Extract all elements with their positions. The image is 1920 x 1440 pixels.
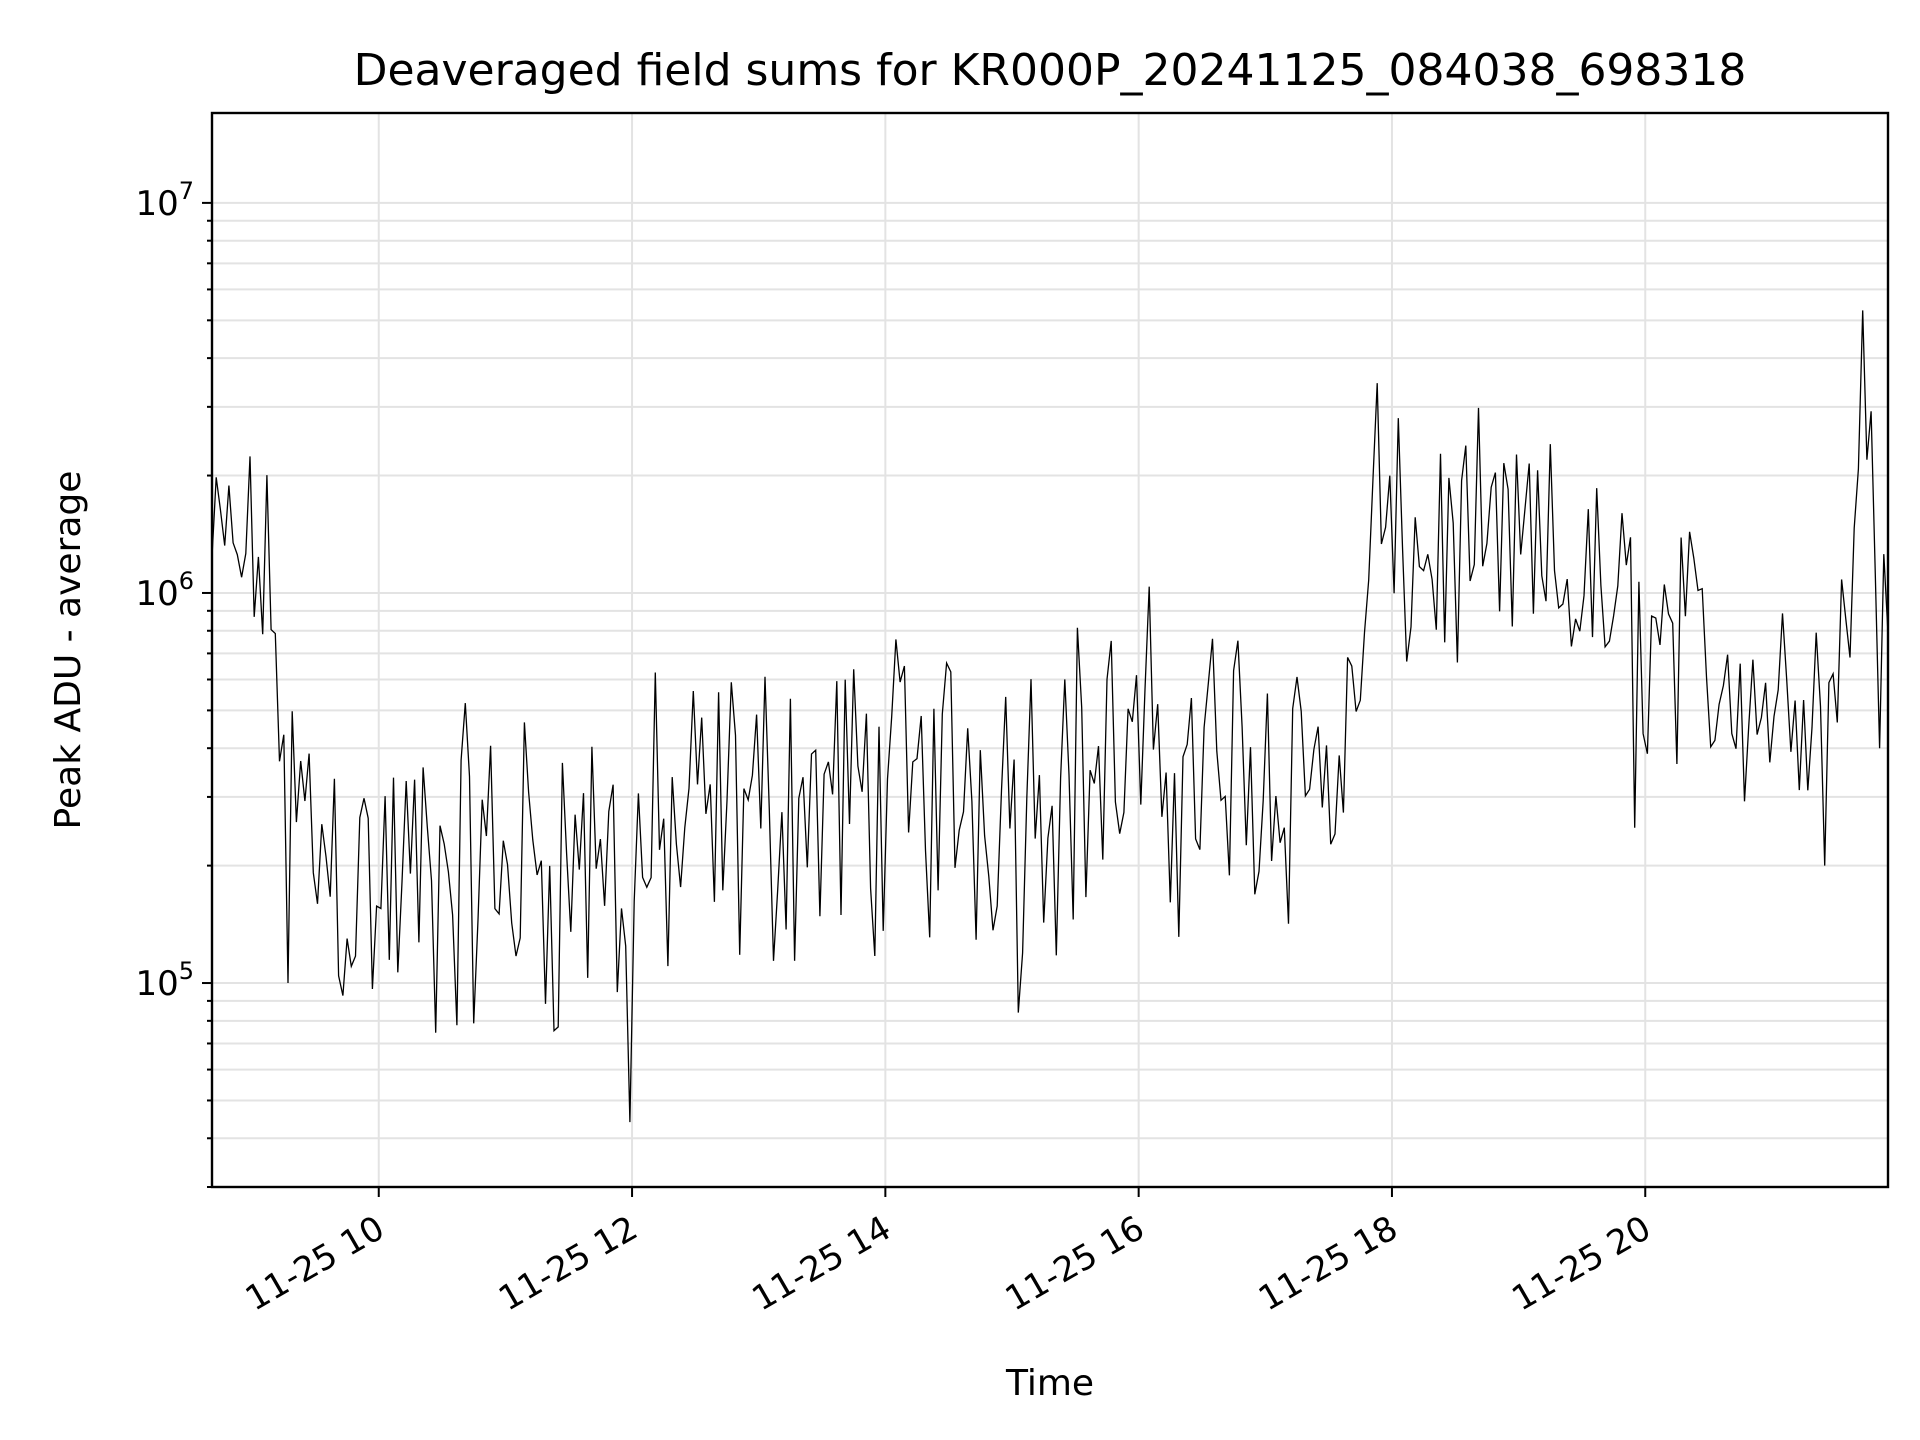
x-gridlines [377, 113, 1647, 1187]
y-axis-label: Peak ADU - average [48, 471, 89, 830]
y-axis: 105 106 107 [135, 177, 212, 1188]
plot-frame [210, 111, 1890, 1189]
series-group [211, 310, 1889, 1123]
y-gridlines [212, 201, 1888, 1188]
y-tick-label: 105 [135, 957, 194, 1004]
chart-title: Deaveraged field sums for KR000P_2024112… [354, 45, 1747, 96]
y-tick-label: 107 [135, 177, 194, 224]
x-axis-label: Time [1005, 1363, 1094, 1404]
y-tick-label: 106 [135, 567, 194, 614]
series-line [211, 310, 1889, 1123]
